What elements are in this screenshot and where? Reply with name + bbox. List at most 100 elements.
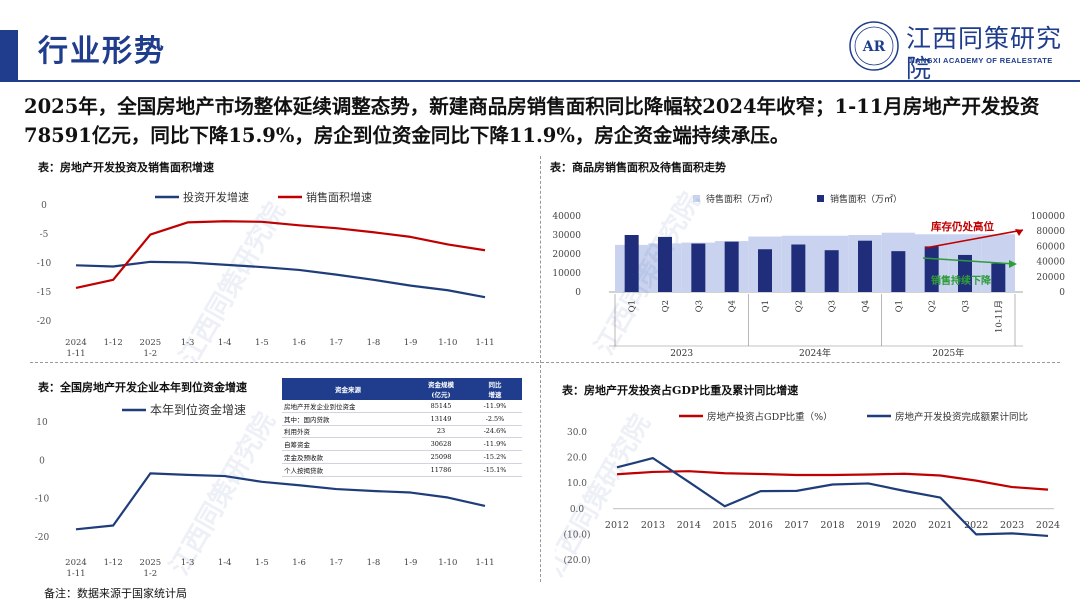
- x-tick-label: 2022: [964, 520, 988, 531]
- x-tick-label: Q2: [928, 300, 938, 312]
- chart-gdp-share: 30.0 20.0 10.0 0.0 (10.0) (20.0) 2012 2013 2014 2…: [555, 409, 1060, 580]
- x-tick-label: 2018: [820, 520, 844, 531]
- table-cell: 定金及预收款: [282, 450, 414, 464]
- logo-icon: AR: [849, 21, 899, 71]
- x-tick-label: 1-11: [475, 558, 494, 568]
- y-tick-label-left: 0: [575, 288, 581, 298]
- table-cell: 25098: [414, 450, 468, 464]
- watermark-text: 江西同策研究院: [164, 407, 282, 580]
- x-tick-label: Q3: [961, 300, 971, 312]
- x-tick-label: 2015: [713, 520, 737, 531]
- legend-label: 房地产投资占GDP比重（%）: [707, 411, 833, 423]
- legend-swatch: [693, 195, 700, 202]
- table-cell: -11.9%: [468, 437, 522, 452]
- table-cell: 13149: [414, 412, 468, 426]
- y-tick-label: -5: [40, 230, 49, 240]
- table-cell: 23: [414, 425, 468, 439]
- y-tick-label: -15: [37, 288, 52, 298]
- x-tick-label: 1-9: [404, 558, 418, 568]
- group-label: 2023: [670, 349, 693, 359]
- x-tick-label: 2023: [1000, 520, 1024, 531]
- quadrant-divider-horizontal: [30, 362, 1060, 363]
- x-tick-label: Q3: [694, 300, 704, 312]
- chart-title-investment-sales: 表：房地产开发投资及销售面积增速: [38, 161, 214, 174]
- x-tick-label: 2013: [641, 520, 665, 531]
- x-tick-label: 1-11: [475, 338, 494, 348]
- sales-bar: [891, 251, 906, 292]
- table-cell: 自筹资金: [282, 437, 414, 452]
- y-tick-label-left: 30000: [552, 231, 581, 241]
- table-cell: 30628: [414, 437, 468, 452]
- table-cell: 其中：国内贷款: [282, 412, 414, 426]
- x-tick-label: Q1: [761, 300, 771, 312]
- x-tick-label: Q4: [861, 300, 871, 312]
- table-cell: 个人按揭贷款: [282, 463, 414, 477]
- fund-source-table: 资金来源 资金规模 (亿元) 同比 增速 房地产开发企业到位资金 85145 -11.9% 其…: [282, 378, 522, 477]
- x-tick-label: Q4: [728, 300, 738, 312]
- annotation-arrowhead-green: [1009, 260, 1017, 268]
- table-row: 个人按揭贷款 11786 -15.1%: [282, 463, 522, 477]
- x-tick-label: 1-12: [104, 338, 123, 348]
- table-cell: 11786: [414, 463, 468, 477]
- x-tick-label: Q1: [894, 300, 904, 312]
- table-header-cell: 同比 增速: [468, 378, 522, 400]
- table-row: 定金及预收款 25098 -15.2%: [282, 450, 522, 464]
- x-tick-label: 1-8: [367, 558, 381, 568]
- x-tick-label: 1-6: [292, 558, 306, 568]
- x-tick-label: 1-3: [181, 558, 195, 568]
- org-name-cn: 江西同策研究院: [906, 24, 1063, 83]
- x-tick-label: 2019: [856, 520, 880, 531]
- legend-label: 销售面积增速: [306, 190, 372, 204]
- title-accent-bar: [0, 30, 18, 82]
- x-tick-label: 2021: [928, 520, 952, 531]
- x-tick-label: 1-11: [66, 569, 85, 579]
- x-tick-label: 1-2: [144, 349, 158, 359]
- chart-title-area-inventory: 表：商品房销售面积及待售面积走势: [550, 161, 726, 174]
- y-tick-label: 10.0: [567, 479, 587, 489]
- x-tick-label: 1-4: [218, 558, 232, 568]
- y-tick-label-left: 20000: [552, 250, 581, 260]
- y-tick-label: 10: [36, 418, 48, 428]
- sales-bar: [858, 240, 872, 292]
- sales-bar: [724, 241, 739, 292]
- source-note: 备注：数据来源于国家统计局: [44, 587, 187, 600]
- x-tick-label: 2025: [140, 338, 162, 348]
- x-tick-label: 1-6: [292, 338, 306, 348]
- x-tick-label: 2024: [65, 558, 87, 568]
- sales-bar: [658, 236, 672, 292]
- legend-label: 销售面积（万㎡）: [830, 193, 902, 205]
- table-row: 自筹资金 30628 -11.9%: [282, 437, 522, 452]
- y-tick-label: 0: [39, 456, 45, 466]
- sales-bar: [824, 250, 839, 292]
- y-tick-label-right: 80000: [1036, 227, 1065, 237]
- x-tick-label: 1-5: [255, 338, 269, 348]
- org-name-en: JIANGXI ACADEMY OF REALESTATE: [908, 56, 1053, 65]
- y-tick-label-right: 40000: [1036, 258, 1065, 268]
- x-tick-label: Q2: [661, 300, 671, 312]
- table-cell: -11.9%: [468, 400, 522, 413]
- legend-label: 本年到位资金增速: [150, 402, 246, 417]
- y-tick-label-right: 60000: [1036, 242, 1065, 252]
- x-tick-label: 1-10: [438, 558, 457, 568]
- x-tick-label: 1-5: [255, 558, 269, 568]
- table-cell: 利用外资: [282, 425, 414, 439]
- page-title: 行业形势: [38, 34, 166, 69]
- y-tick-label-right: 0: [1059, 288, 1065, 298]
- table-cell: -15.1%: [468, 463, 522, 477]
- y-tick-label: 30.0: [567, 428, 587, 438]
- series-line-1: [75, 472, 486, 531]
- table-header-cell: 资金来源: [282, 378, 414, 400]
- sales-bar: [991, 263, 1006, 292]
- x-tick-label: 2012: [605, 520, 629, 531]
- chart-title-funds-arrival: 表：全国房地产开发企业本年到位资金增速: [38, 381, 247, 394]
- x-tick-label: 1-7: [329, 338, 343, 348]
- group-label: 2024年: [799, 347, 831, 359]
- x-tick-label: 2020: [892, 520, 916, 531]
- legend-swatch: [817, 195, 824, 202]
- annotation-arrow-red: [924, 229, 1024, 249]
- table-cell: -24.6%: [468, 425, 522, 439]
- sales-bar: [958, 254, 972, 292]
- series-line-2: [75, 220, 486, 290]
- y-tick-label: 0.0: [570, 505, 585, 515]
- y-tick-label: -20: [35, 533, 50, 543]
